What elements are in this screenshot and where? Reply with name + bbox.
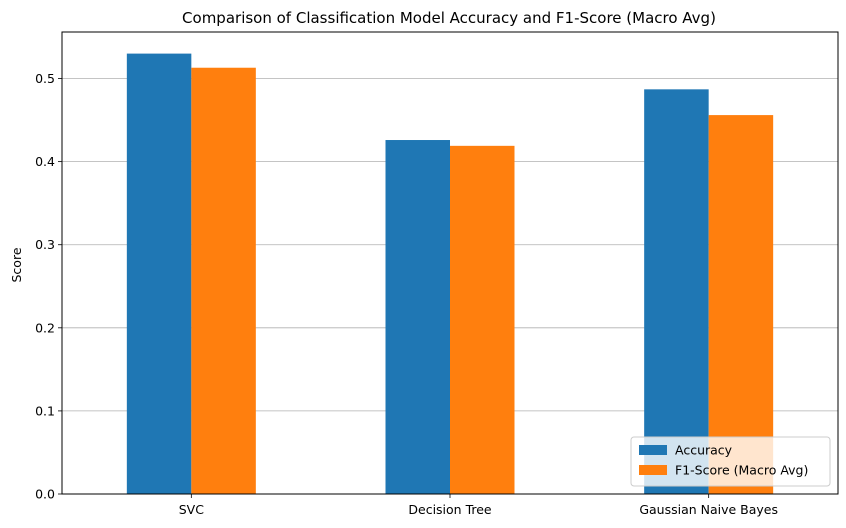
- x-tick-label: Gaussian Naive Bayes: [639, 502, 778, 517]
- bar-accuracy-0: [126, 53, 192, 495]
- y-tick-label: 0.3: [35, 237, 55, 252]
- x-tick-label: SVC: [179, 502, 204, 517]
- y-tick-label: 0.5: [35, 71, 55, 86]
- legend-label: F1-Score (Macro Avg): [675, 463, 808, 478]
- y-tick-label: 0.2: [35, 320, 55, 335]
- x-axis-ticks: SVC Decision Tree Gaussian Naive Bayes: [179, 494, 778, 517]
- y-axis-ticks: 0.0 0.1 0.2 0.3 0.4 0.5: [35, 71, 62, 502]
- y-tick-label: 0.0: [35, 487, 55, 502]
- legend-swatch: [639, 465, 667, 475]
- y-tick-label: 0.4: [35, 154, 55, 169]
- bars: [126, 53, 774, 495]
- legend-label: Accuracy: [675, 443, 733, 458]
- bar-accuracy-2: [644, 89, 709, 494]
- y-axis-label: Score: [9, 247, 24, 282]
- legend-box: [630, 436, 831, 487]
- x-tick-label: Decision Tree: [408, 502, 492, 517]
- bar-accuracy-1: [385, 140, 450, 494]
- chart-title: Comparison of Classification Model Accur…: [182, 9, 716, 27]
- legend: Accuracy F1-Score (Macro Avg): [630, 436, 831, 487]
- legend-swatch: [639, 445, 667, 455]
- bar-f1-score-macro-avg-0: [191, 67, 256, 494]
- y-tick-label: 0.1: [35, 403, 55, 418]
- bar-f1-score-macro-avg-2: [708, 115, 774, 494]
- bar-f1-score-macro-avg-1: [450, 145, 515, 494]
